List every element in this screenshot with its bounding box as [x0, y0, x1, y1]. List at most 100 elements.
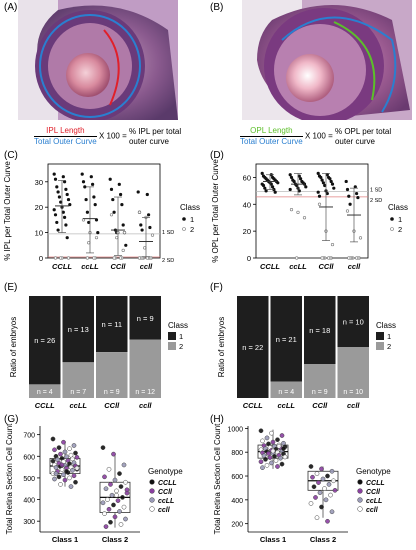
y-tick-label: 20 [35, 203, 43, 212]
x-tick-label: CCll [111, 262, 127, 271]
data-point [332, 487, 338, 493]
data-point [325, 518, 330, 524]
data-point [108, 519, 113, 525]
bar-count-label: n = 4 [37, 389, 53, 396]
bar-class1 [304, 296, 336, 364]
data-point-class1 [61, 210, 65, 214]
panel-label-g: (G) [4, 414, 19, 425]
sd-annotation: 1 SD [370, 188, 382, 194]
legend-title: Genotype [356, 467, 391, 476]
data-point-class1 [119, 192, 123, 197]
data-point-class2 [320, 256, 324, 260]
legend-label: 2 [398, 225, 402, 234]
data-point [112, 477, 118, 483]
data-point-class1 [329, 179, 333, 184]
x-tick-label: Class 2 [310, 535, 336, 544]
data-point [114, 492, 119, 498]
bar-class2 [29, 384, 61, 398]
data-point-class1 [55, 185, 59, 189]
panel-c: (C) % IPL per Total Outer Curve 0 10 20 30 1 … [0, 150, 208, 278]
legend-label: 2 [190, 225, 194, 234]
data-point-class2 [112, 256, 116, 260]
data-point [269, 430, 274, 436]
data-point-class2 [122, 230, 127, 235]
y-tick-label: 30 [35, 178, 43, 187]
data-point [270, 448, 276, 454]
data-point [273, 458, 279, 463]
data-point [269, 460, 274, 466]
chart-e-ratio-bars: Ratio of embryos n = 26 n = 4 CCLL n = 13 n =… [9, 296, 188, 410]
data-point-class1 [52, 172, 56, 176]
retina-histology-image-a [18, 0, 178, 120]
panel-label-a: (A) [4, 2, 18, 13]
data-point [311, 484, 317, 490]
panel-a: (A) IPL Length Total Outer Curve X 100 =… [0, 0, 208, 150]
data-point-class1 [347, 194, 351, 198]
y-tick-label: 300 [23, 519, 35, 526]
data-point [323, 497, 329, 503]
legend-symbol [149, 479, 155, 485]
data-point [272, 454, 277, 459]
data-point [108, 482, 113, 487]
data-point-class1 [319, 175, 323, 180]
data-point [325, 473, 330, 479]
x-tick-label: CCLL [243, 401, 263, 410]
legend-label: ccLL [158, 498, 174, 505]
data-point [71, 443, 77, 448]
data-point-class2 [92, 256, 96, 260]
data-point-class2 [143, 246, 147, 250]
formula-multiplier: X 100 = [98, 131, 127, 141]
formula-result-line2: outer curve [334, 136, 376, 146]
data-point [67, 446, 72, 452]
data-point [62, 449, 68, 455]
data-point [264, 462, 270, 468]
legend-label: 1 [179, 332, 183, 341]
data-point [313, 495, 318, 500]
data-point-class1 [111, 197, 115, 202]
data-point-class1 [87, 220, 91, 225]
y-tick-label: 0 [247, 254, 251, 263]
data-point [308, 501, 314, 506]
data-point-class1 [89, 175, 93, 179]
legend-title: Class [388, 203, 408, 212]
y-tick-label: 600 [23, 454, 35, 461]
chart-c-ipl-scatter: % IPL per Total Outer Curve 0 10 20 30 1 SD 2 … [3, 161, 200, 271]
data-point [121, 504, 127, 510]
legend-label: 1 [387, 332, 391, 341]
data-point [70, 456, 75, 462]
data-point [118, 484, 124, 489]
data-point [117, 471, 122, 476]
legend-label: ccll [366, 507, 379, 514]
legend-label: ccLL [366, 498, 382, 505]
outer-curve-line [39, 14, 141, 118]
data-point-class1 [108, 177, 112, 181]
y-axis-label: Total Retina Section Cell Count [213, 423, 222, 535]
plot-frame [47, 163, 161, 259]
data-point [53, 471, 59, 476]
data-point [279, 461, 285, 467]
data-point-class1 [53, 177, 58, 181]
data-point-class1 [64, 223, 68, 227]
data-point-class1 [273, 190, 277, 194]
data-point [71, 473, 77, 479]
x-tick-label: ccLL [69, 401, 87, 410]
x-tick-label: CCLL [260, 262, 280, 271]
data-point [260, 438, 265, 444]
data-point [100, 500, 106, 506]
data-point-class1 [65, 192, 69, 197]
panel-label-b: (B) [210, 2, 224, 13]
legend-title: Class [168, 321, 188, 330]
y-tick-label: 600 [231, 474, 243, 481]
data-point-class2 [66, 256, 71, 260]
chart-f-ratio-bars: Ratio of embryos n = 22 CCLL n = 21 n = 4 ccL… [217, 296, 396, 410]
data-point-class1 [344, 179, 348, 184]
data-point-class2 [326, 256, 331, 260]
data-point [68, 484, 74, 489]
data-point-class1 [120, 203, 124, 207]
data-point [103, 486, 109, 492]
data-point-class1 [81, 180, 86, 184]
data-point-class1 [112, 210, 116, 214]
outer-curve-line [281, 16, 397, 113]
data-point [100, 445, 106, 450]
bar-class1 [29, 296, 61, 385]
